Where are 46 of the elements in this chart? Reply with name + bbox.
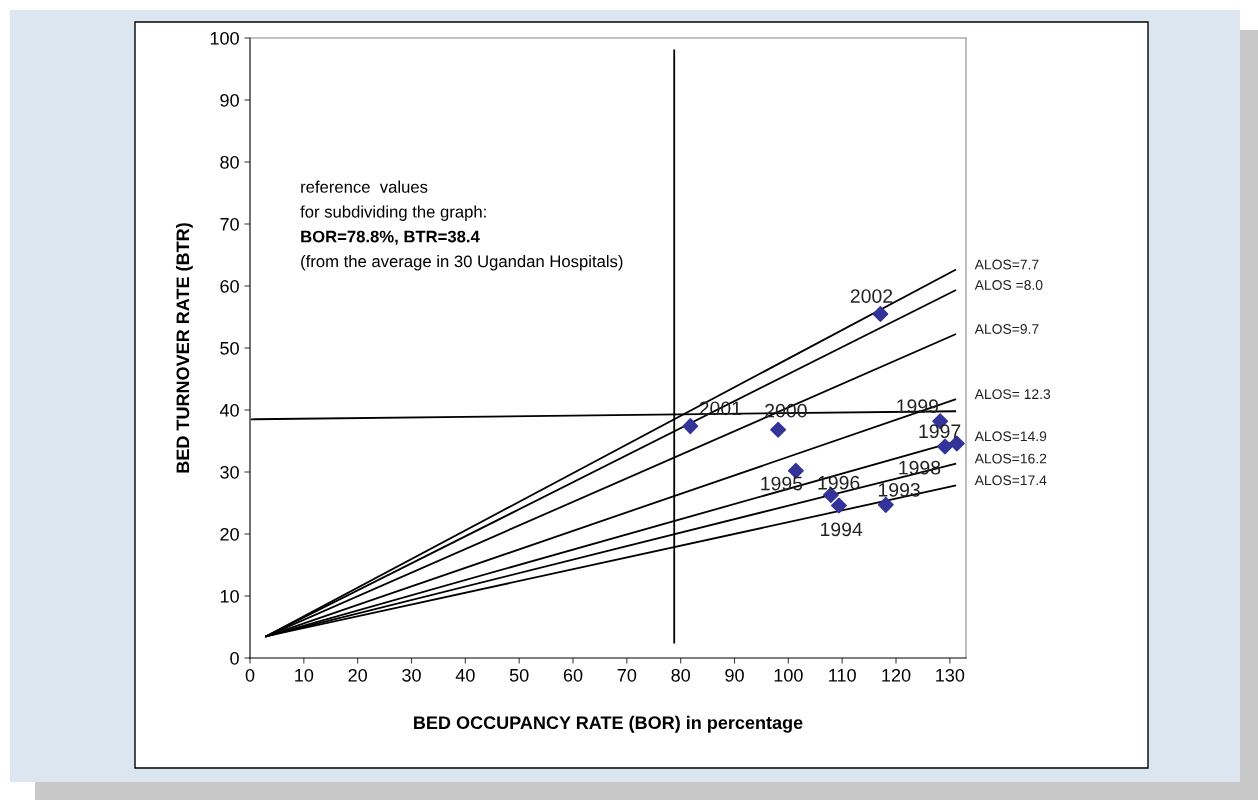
x-tick-label: 50: [509, 668, 529, 682]
annotation: (from the average in 30 Ugandan Hospitals): [301, 255, 623, 271]
x-tick-label: 90: [725, 668, 744, 682]
annotation: BOR=78.8%, BTR=38.4: [301, 230, 480, 245]
x-tick-label: 10: [295, 668, 314, 682]
annotation: 1994: [820, 522, 863, 537]
series-label: ALOS= 12.3: [974, 389, 1051, 400]
series-label: ALOS=17.4: [974, 475, 1047, 486]
y-tick-label: 20: [220, 527, 239, 541]
x-tick-label: 70: [617, 668, 637, 682]
series-label: ALOS=7.7: [974, 259, 1039, 270]
annotation: 2002: [850, 289, 893, 303]
series-label: ALOS=14.9: [974, 431, 1047, 442]
x-tick-label: 120: [882, 668, 911, 682]
annotation: 1995: [761, 476, 803, 491]
y-tick-label: 50: [220, 341, 239, 355]
series-label: ALOS =8.0: [974, 280, 1043, 290]
x-tick-label: 40: [455, 668, 475, 682]
x-axis-title: BED OCCUPANCY RATE (BOR) in percentage: [414, 715, 803, 733]
x-tick-label: 20: [348, 668, 368, 682]
x-tick-label: 110: [829, 668, 856, 682]
annotation: 1996: [818, 475, 860, 490]
y-tick-label: 40: [219, 403, 239, 417]
y-tick-label: 30: [220, 465, 239, 479]
y-tick-label: 90: [220, 93, 239, 107]
y-tick-label: 10: [220, 589, 239, 603]
annotation: reference values: [301, 180, 428, 193]
y-tick-label: 70: [220, 217, 239, 231]
x-tick-label: 130: [936, 668, 965, 682]
annotation: 1997: [919, 424, 961, 439]
y-tick-label: 80: [220, 155, 239, 169]
series-label: ALOS=9.7: [974, 324, 1039, 334]
x-tick-label: 80: [671, 668, 691, 682]
x-tick-label: 30: [402, 668, 421, 682]
x-tick-label: 60: [563, 668, 583, 682]
annotation: 1998: [899, 460, 941, 475]
y-tick-label: 60: [220, 279, 239, 293]
annotation: 1999: [897, 399, 939, 414]
y-tick-label: 0: [230, 651, 239, 665]
y-tick-label: 100: [210, 31, 239, 45]
x-tick-label: 0: [245, 668, 255, 682]
x-tick-label: 100: [774, 668, 803, 682]
annotation: 1993: [878, 482, 920, 497]
y-axis-title: BED TURNOVER RATE (BTR): [175, 223, 193, 473]
annotation: for subdividing the graph:: [300, 205, 486, 221]
series-label: ALOS=16.2: [974, 453, 1047, 464]
